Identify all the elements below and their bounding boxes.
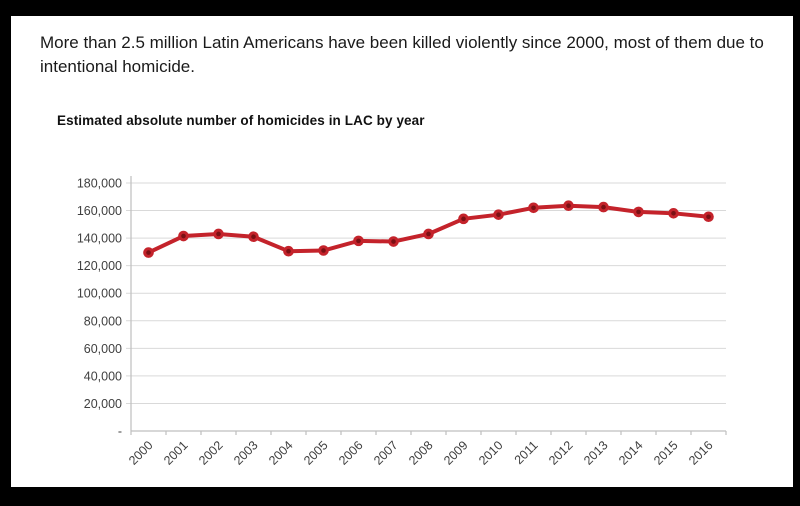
headline-text: More than 2.5 million Latin Americans ha… <box>40 33 764 76</box>
svg-text:-: - <box>118 425 122 439</box>
svg-text:2013: 2013 <box>581 438 611 468</box>
svg-text:140,000: 140,000 <box>77 232 122 246</box>
svg-text:120,000: 120,000 <box>77 259 122 273</box>
y-axis-labels: 180,000 160,000 140,000 120,000 100,000 80,00… <box>77 177 122 439</box>
gridlines <box>126 182 726 404</box>
svg-text:2004: 2004 <box>266 438 296 468</box>
svg-text:80,000: 80,000 <box>84 314 122 328</box>
svg-text:2002: 2002 <box>196 438 226 468</box>
svg-text:2011: 2011 <box>512 438 541 467</box>
svg-text:100,000: 100,000 <box>77 287 122 301</box>
chart-title: Estimated absolute number of homicides i… <box>57 113 425 128</box>
slide-canvas: More than 2.5 million Latin Americans ha… <box>11 16 793 487</box>
svg-text:2003: 2003 <box>231 438 261 468</box>
svg-text:2015: 2015 <box>651 438 681 468</box>
svg-text:180,000: 180,000 <box>77 177 122 191</box>
x-axis-labels: 2000 2001 2002 2003 2004 2005 2006 2007 2008 2009… <box>126 438 716 468</box>
homicides-line-chart: 180,000 160,000 140,000 120,000 100,000 80,00… <box>77 176 727 468</box>
svg-text:2009: 2009 <box>441 438 471 468</box>
axes <box>130 176 727 435</box>
svg-text:2000: 2000 <box>126 438 156 468</box>
svg-text:2010: 2010 <box>476 438 506 468</box>
svg-text:2016: 2016 <box>686 438 716 468</box>
svg-text:20,000: 20,000 <box>84 397 122 411</box>
svg-text:2012: 2012 <box>546 438 576 468</box>
svg-text:160,000: 160,000 <box>77 204 122 218</box>
data-point-markers <box>143 200 714 258</box>
svg-text:2014: 2014 <box>616 438 646 468</box>
svg-text:2008: 2008 <box>406 438 436 468</box>
svg-text:60,000: 60,000 <box>84 342 122 356</box>
svg-text:40,000: 40,000 <box>84 369 122 383</box>
svg-text:2006: 2006 <box>336 438 366 468</box>
svg-text:2005: 2005 <box>301 438 331 468</box>
svg-text:2001: 2001 <box>161 438 191 468</box>
svg-text:2007: 2007 <box>371 438 401 468</box>
